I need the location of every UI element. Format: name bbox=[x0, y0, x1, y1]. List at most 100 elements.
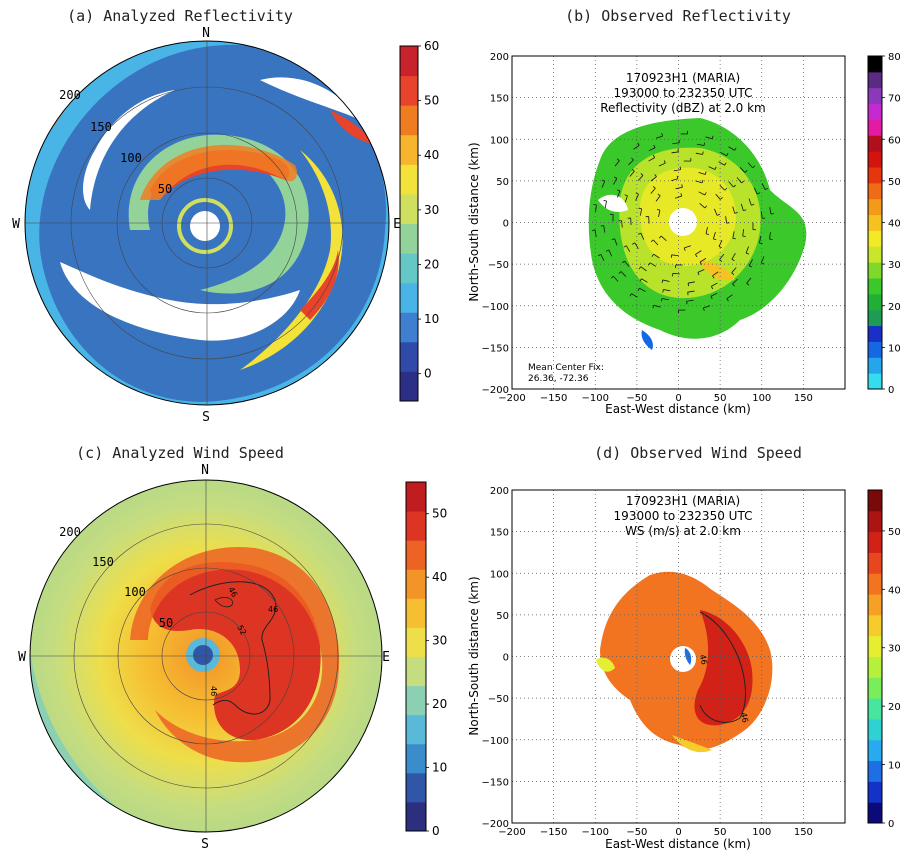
wind-barb bbox=[711, 282, 718, 287]
panel-a-eye bbox=[190, 211, 220, 241]
panel-c-ring-label-150: 150 bbox=[92, 555, 114, 569]
wind-barb-flag bbox=[639, 278, 642, 282]
wind-barb bbox=[614, 238, 618, 246]
x-tick-label: −50 bbox=[626, 827, 647, 838]
colorbar-swatch bbox=[868, 739, 882, 762]
panel-a-north: N bbox=[202, 26, 210, 41]
colorbar-swatch bbox=[868, 760, 882, 782]
panel-a-spiral-red bbox=[300, 250, 339, 320]
wind-barb bbox=[698, 172, 706, 175]
wind-barb-flag bbox=[621, 260, 625, 264]
wind-barb-flag bbox=[724, 162, 727, 166]
panel-c-outline bbox=[29, 479, 383, 833]
x-tick-label: 150 bbox=[794, 827, 813, 838]
colorbar-tick-label: 50 bbox=[888, 527, 900, 538]
panel-a-eyewall-orange bbox=[140, 144, 297, 200]
wind-barb-flag bbox=[592, 229, 596, 231]
wind-barb-flag bbox=[624, 194, 628, 197]
panel-a-east: E bbox=[393, 217, 401, 232]
wind-barb bbox=[640, 208, 642, 216]
wind-barb-flag bbox=[676, 175, 679, 179]
panel-b-footnote-line-1: Mean Center Fix: bbox=[528, 363, 604, 373]
wind-barb bbox=[695, 180, 703, 184]
colorbar-swatch bbox=[406, 511, 426, 541]
colorbar-swatch bbox=[868, 718, 882, 741]
wind-barb bbox=[742, 229, 744, 237]
panel-a-band-ne bbox=[330, 110, 375, 145]
wind-barb-flag bbox=[658, 235, 662, 239]
wind-barb bbox=[620, 271, 627, 277]
x-tick-label: −100 bbox=[582, 827, 609, 838]
wind-barb-flag bbox=[629, 293, 632, 297]
panel-b-annotation-line-3: Reflectivity (dBZ) at 2.0 km bbox=[600, 101, 765, 115]
panel-c-grid bbox=[30, 480, 382, 832]
wind-barb bbox=[718, 240, 723, 247]
wind-barb-flag bbox=[651, 253, 654, 257]
colorbar-swatch bbox=[868, 781, 882, 803]
colorbar-tick-label: 50 bbox=[432, 507, 447, 521]
y-tick-label: 150 bbox=[490, 528, 509, 539]
colorbar-swatch bbox=[868, 573, 882, 595]
wind-barb-flag bbox=[648, 262, 651, 266]
colorbar-tick-label: 50 bbox=[424, 94, 439, 108]
wind-barb bbox=[601, 181, 606, 188]
wind-barb-flag bbox=[764, 187, 768, 190]
panel-b: (b) Observed Reflectivity 170923H1 (MARI… bbox=[467, 7, 900, 416]
x-tick-label: −200 bbox=[498, 393, 525, 404]
panel-d: (d) Observed Wind Speed 46 46 170923H1 (… bbox=[467, 444, 900, 851]
wind-barb bbox=[748, 259, 753, 266]
x-tick-label: 100 bbox=[752, 393, 771, 404]
panel-d-field bbox=[596, 571, 773, 753]
wind-barb-flag bbox=[741, 180, 745, 184]
wind-barb-flag bbox=[751, 203, 755, 206]
colorbar-frame bbox=[867, 489, 883, 824]
colorbar-frame bbox=[399, 45, 419, 402]
wind-barb bbox=[634, 242, 639, 250]
wind-barb-flag bbox=[704, 192, 707, 196]
colorbar-tick-label: 10 bbox=[424, 312, 439, 326]
wind-barb bbox=[631, 293, 638, 298]
wind-barb-flag bbox=[712, 275, 715, 279]
colorbar-tick-label: 20 bbox=[424, 257, 439, 271]
colorbar-swatch bbox=[868, 614, 882, 637]
colorbar-tick-label: 0 bbox=[888, 385, 894, 396]
wind-barb-flag bbox=[654, 174, 657, 177]
colorbar-tick-label: 30 bbox=[432, 634, 447, 648]
panel-c-east: E bbox=[382, 650, 390, 665]
wind-barb bbox=[641, 278, 648, 283]
wind-barb bbox=[695, 250, 702, 255]
wind-barb-flag bbox=[640, 173, 644, 176]
panel-c-north: N bbox=[201, 463, 209, 478]
wind-barb bbox=[710, 292, 718, 297]
wind-barb-flag bbox=[613, 176, 617, 179]
wind-barb bbox=[637, 175, 644, 181]
wind-barb bbox=[655, 135, 663, 139]
wind-barb bbox=[719, 185, 726, 191]
wind-barb bbox=[626, 245, 631, 252]
wind-barb bbox=[671, 151, 679, 154]
wind-barb bbox=[720, 152, 727, 157]
panel-d-frame bbox=[511, 489, 846, 824]
colorbar-swatch bbox=[868, 531, 882, 553]
wind-barb bbox=[673, 169, 681, 172]
colorbar-swatch bbox=[400, 134, 418, 165]
colorbar-swatch bbox=[406, 772, 426, 803]
colorbar-swatch bbox=[868, 802, 882, 824]
colorbar-swatch bbox=[868, 71, 882, 89]
panel-b-ticks: −200 −150 −100 −50 0 50 100 150 −200 −150 −100 −50 0… bbox=[482, 52, 813, 404]
colorbar-tick-label: 30 bbox=[888, 644, 900, 655]
wind-barb-flag bbox=[631, 168, 635, 172]
wind-barb bbox=[745, 246, 749, 254]
wind-barb-flag bbox=[714, 166, 717, 170]
wind-barb-flag bbox=[652, 305, 655, 309]
wind-barb-flag bbox=[618, 271, 622, 274]
colorbar-swatch bbox=[406, 569, 426, 599]
wind-barb bbox=[613, 275, 619, 282]
wind-barb bbox=[648, 157, 655, 162]
wind-barb-flag bbox=[637, 288, 640, 292]
wind-barb bbox=[725, 216, 727, 224]
colorbar-swatch bbox=[868, 135, 882, 152]
panel-b-footnote-line-2: 26.36, -72.36 bbox=[528, 374, 589, 384]
colorbar-swatch bbox=[868, 698, 882, 720]
panel-b-xlabel: East-West distance (km) bbox=[605, 402, 751, 416]
